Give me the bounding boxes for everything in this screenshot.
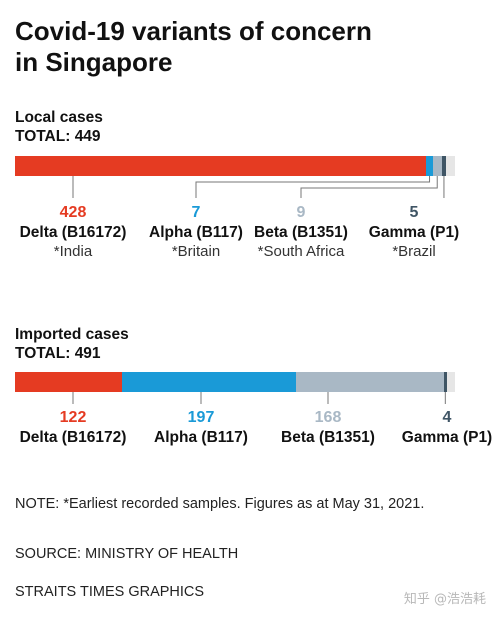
local-name-gamma: Gamma (P1) <box>368 224 460 241</box>
imported-name-beta: Beta (B1351) <box>281 429 375 446</box>
source-line: SOURCE: MINISTRY OF HEALTH <box>15 546 239 562</box>
local-label-alpha: 7 Alpha (B117) *Britain <box>149 203 243 261</box>
local-name-delta: Delta (B16172) <box>19 224 127 241</box>
footnote: NOTE: *Earliest recorded samples. Figure… <box>15 496 425 512</box>
leader-local-alpha <box>195 176 431 198</box>
imported-bar-gamma <box>443 372 448 392</box>
local-label-beta: 9 Beta (B1351) *South Africa <box>254 203 348 261</box>
imported-bar-remainder <box>447 372 455 392</box>
imported-name-delta: Delta (B16172) <box>19 429 127 446</box>
imported-value-alpha: 197 <box>187 409 215 426</box>
imported-cases-heading: Imported cases TOTAL: 491 <box>15 325 129 363</box>
local-value-delta: 428 <box>59 204 87 221</box>
imported-name-gamma: Gamma (P1) <box>401 429 493 446</box>
chart-title-line-1: Covid-19 variants of concern <box>15 16 372 46</box>
local-label-delta: 428 Delta (B16172) *India <box>20 203 127 261</box>
local-bar-beta <box>432 156 442 176</box>
imported-value-gamma: 4 <box>442 409 452 426</box>
imported-cases-total: TOTAL: 491 <box>15 345 101 362</box>
imported-bar-delta <box>15 372 123 392</box>
local-bar-remainder <box>446 156 455 176</box>
local-cases-total: TOTAL: 449 <box>15 128 101 145</box>
local-bar-delta <box>15 156 427 176</box>
imported-cases-label: Imported cases <box>15 326 129 343</box>
imported-label-delta: 122 Delta (B16172) <box>20 408 127 447</box>
imported-name-alpha: Alpha (B117) <box>154 429 248 446</box>
imported-value-delta: 122 <box>59 409 87 426</box>
chart-title-line-2: in Singapore <box>15 47 173 77</box>
local-cases-heading: Local cases TOTAL: 449 <box>15 108 103 146</box>
imported-cases-bar <box>15 372 455 392</box>
local-value-beta: 9 <box>296 204 306 221</box>
local-origin-beta: *South Africa <box>257 243 345 260</box>
local-value-gamma: 5 <box>409 204 419 221</box>
local-bar-alpha <box>426 156 433 176</box>
watermark: 知乎 @浩浩耗 <box>403 592 486 607</box>
imported-label-alpha: 197 Alpha (B117) <box>154 408 248 447</box>
local-origin-gamma: *Brazil <box>392 243 436 260</box>
local-name-alpha: Alpha (B117) <box>149 224 243 241</box>
imported-label-beta: 168 Beta (B1351) <box>281 408 375 447</box>
credit-line: STRAITS TIMES GRAPHICS <box>15 584 205 600</box>
local-origin-delta: *India <box>53 243 93 260</box>
local-value-alpha: 7 <box>191 204 201 221</box>
local-name-beta: Beta (B1351) <box>254 224 348 241</box>
imported-label-gamma: 4 Gamma (P1) <box>402 408 492 447</box>
imported-bar-alpha <box>122 372 296 392</box>
local-cases-label: Local cases <box>15 109 103 126</box>
leader-local-beta <box>300 176 438 198</box>
local-bar-gamma <box>441 156 447 176</box>
local-origin-alpha: *Britain <box>171 243 221 260</box>
local-cases-bar <box>15 156 455 176</box>
chart-title: Covid-19 variants of concern in Singapor… <box>15 16 485 78</box>
imported-bar-beta <box>295 372 444 392</box>
local-label-gamma: 5 Gamma (P1) *Brazil <box>369 203 459 261</box>
imported-value-beta: 168 <box>314 409 342 426</box>
